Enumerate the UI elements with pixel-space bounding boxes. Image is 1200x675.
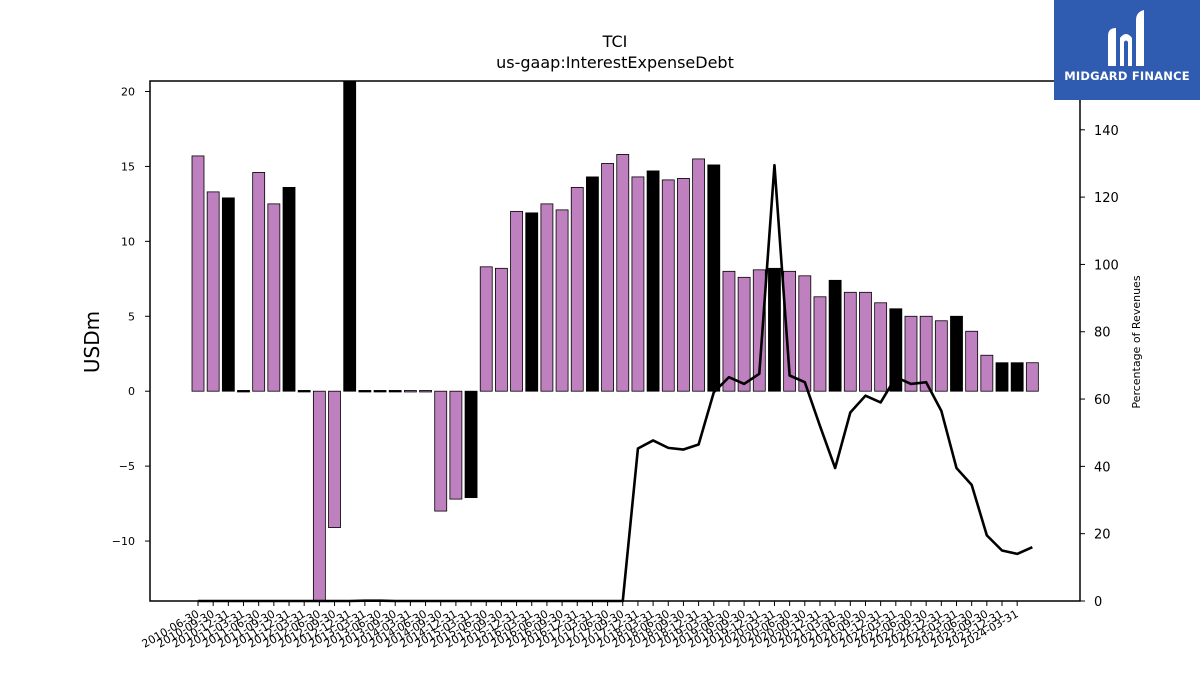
y2-tick-label: 140: [1094, 124, 1119, 139]
bar-2020-12-31: [828, 279, 842, 392]
bar-2017-12-31: [646, 170, 660, 392]
y-axis-label: USDm: [80, 311, 104, 373]
y-tick-label: 0: [128, 385, 135, 398]
chart-subtitle: us-gaap:InterestExpenseDebt: [496, 53, 734, 72]
bar-2015-06-30: [494, 267, 508, 392]
bar-2017-03-31: [601, 163, 614, 392]
bar-2014-09-30: [449, 390, 463, 500]
y2-axis-label: Percentage of Revenues: [1130, 275, 1143, 408]
y-tick-label: −10: [112, 535, 135, 548]
bar-2016-06-30: [555, 209, 569, 392]
bar-2023-06-30: [980, 354, 994, 392]
chart-title: TCI: [602, 32, 628, 51]
x-axis: 2010-06-302010-09-302010-12-312011-03-31…: [140, 601, 1021, 651]
bar-2013-03-31: [358, 390, 372, 393]
bar-2016-03-31: [540, 203, 554, 392]
y2-tick-label: 120: [1094, 191, 1119, 206]
bar-2012-06-30: [312, 390, 326, 602]
bar-2022-12-31: [950, 315, 963, 392]
bar-2024-03-31: [1025, 362, 1039, 392]
bar-2019-03-31: [722, 270, 736, 392]
bar-2021-03-31: [843, 291, 857, 392]
bar-2020-09-30: [813, 296, 827, 392]
bar-2017-09-30: [631, 176, 645, 392]
bar-2021-09-30: [874, 302, 888, 392]
y2-tick-label: 100: [1094, 258, 1119, 273]
bar-2018-06-30: [677, 178, 690, 392]
bar-2014-06-30: [434, 390, 448, 512]
bar-2021-06-30: [859, 291, 872, 392]
bar-2015-12-31: [525, 212, 539, 392]
bar-2015-03-31: [479, 266, 493, 392]
bar-2016-12-31: [586, 176, 599, 392]
bars-group: [191, 80, 1039, 602]
y2-tick-label: 60: [1094, 393, 1111, 408]
y-tick-label: −5: [119, 460, 135, 473]
bar-2011-06-30: [252, 172, 266, 392]
bar-2021-12-31: [889, 308, 903, 392]
bar-2016-09-30: [570, 186, 584, 392]
brand-name: MIDGARD FINANCE: [1064, 69, 1190, 83]
bar-2020-06-30: [798, 275, 812, 392]
bar-2014-03-31: [419, 390, 432, 393]
bar-2010-06-30: [191, 155, 205, 392]
bar-2023-09-30: [995, 362, 1009, 392]
y2-tick-label: 80: [1094, 326, 1111, 341]
bar-2020-03-31: [783, 270, 797, 392]
bar-2011-09-30: [267, 203, 281, 392]
bar-2018-03-31: [661, 179, 675, 392]
bar-2012-03-31: [297, 390, 311, 393]
bar-2012-09-30: [328, 390, 341, 528]
bar-2013-12-31: [403, 390, 417, 393]
bar-2019-06-30: [737, 276, 751, 392]
bar-2013-09-30: [388, 390, 402, 393]
bar-2015-09-30: [510, 210, 523, 392]
y-axis-left: −10 −5 0 5 10 15 20: [112, 85, 150, 548]
bar-2022-03-31: [904, 315, 918, 392]
bar-2019-09-30: [752, 269, 766, 392]
y-tick-label: 10: [121, 235, 135, 248]
y2-tick-label: 0: [1094, 595, 1102, 610]
y-axis-right: 0 20 40 60 80 100 120 140: [1080, 124, 1119, 610]
bar-2014-12-31: [464, 390, 478, 499]
midgard-logo-icon: [1108, 10, 1144, 66]
bar-2023-12-31: [1010, 362, 1024, 392]
bar-2022-06-30: [919, 315, 933, 392]
bar-2018-12-31: [707, 164, 721, 392]
bar-2011-12-31: [282, 186, 296, 392]
brand-logo: MIDGARD FINANCE: [1054, 0, 1200, 100]
bar-2019-12-31: [768, 267, 781, 392]
y2-tick-label: 20: [1094, 528, 1111, 543]
bar-2023-03-31: [965, 330, 979, 392]
plot-frame: [149, 80, 1081, 602]
y2-tick-label: 40: [1094, 460, 1111, 475]
y-tick-label: 5: [128, 310, 135, 323]
bar-2017-06-30: [616, 154, 630, 392]
bar-2012-12-31: [343, 80, 357, 392]
bar-2013-06-30: [373, 390, 387, 393]
bar-2010-12-31: [221, 197, 235, 392]
bar-2022-09-30: [934, 320, 948, 392]
y-tick-label: 20: [121, 85, 135, 98]
bar-2018-09-30: [692, 158, 706, 392]
y-tick-label: 15: [121, 160, 135, 173]
bar-2010-09-30: [206, 191, 220, 392]
bar-2011-03-31: [237, 390, 250, 393]
